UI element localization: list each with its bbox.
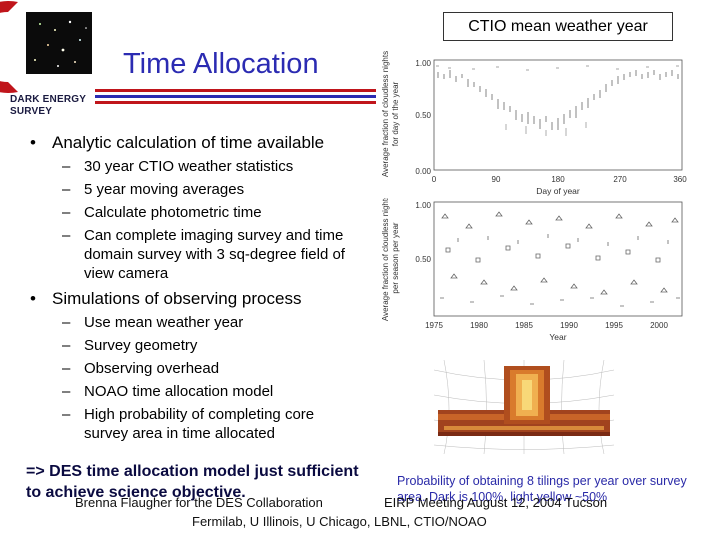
top-ytick: 0.00	[415, 167, 431, 176]
bottom-plot-frame	[433, 201, 683, 317]
top-xtick: 180	[551, 175, 565, 184]
logo-text-line1: DARK ENERGY	[10, 94, 87, 105]
caption-box: CTIO mean weather year	[443, 12, 673, 41]
top-ylabel-line1: Average fraction of cloudless nights	[381, 51, 390, 177]
bottom-xtick: 1995	[605, 321, 623, 330]
list-item-text: Can complete imaging survey and time dom…	[84, 227, 345, 282]
list-item: – Can complete imaging survey and time d…	[62, 226, 362, 283]
dash-marker: –	[62, 181, 71, 198]
list-item-text: High probability of completing core surv…	[84, 406, 315, 442]
list-item: – High probability of completing core su…	[62, 405, 362, 445]
bullet-dot: •	[30, 289, 36, 308]
list-item-text: Observing overhead	[84, 360, 220, 377]
dash-marker: –	[62, 204, 71, 221]
footer-author: Brenna Flaugher for the DES Collaboratio…	[75, 495, 323, 510]
list-item-text: 5 year moving averages	[84, 181, 245, 198]
probability-caption: Probability of obtaining 8 tilings per y…	[397, 474, 687, 504]
footer-institutions: Fermilab, U Illinois, U Chicago, LBNL, C…	[192, 514, 487, 529]
top-plot-points	[436, 65, 679, 136]
bottom-xtick: 2000	[650, 321, 668, 330]
bullet-analytic: • Analytic calculation of time available	[30, 133, 360, 155]
bottom-ylabel-line1: Average fraction of cloudless nights	[381, 198, 390, 321]
list-item-text: NOAO time allocation model	[84, 383, 274, 400]
top-xtick: 360	[673, 175, 687, 184]
list-item: – 30 year CTIO weather statistics	[62, 157, 362, 176]
top-ytick: 1.00	[415, 59, 431, 68]
list-item: – Calculate photometric time	[62, 203, 362, 222]
top-xtick: 270	[613, 175, 627, 184]
dash-marker: –	[62, 337, 71, 354]
yearly-weather-plot: Average fraction of cloudless nights per…	[376, 198, 706, 344]
list-item: – Observing overhead	[62, 359, 362, 378]
bottom-plot-points	[440, 211, 680, 307]
footer-event: EIRP Meeting August 12, 2004 Tucson	[384, 495, 608, 510]
list-item-text: Calculate photometric time	[84, 204, 262, 221]
dash-marker: –	[62, 314, 71, 331]
list-item: – Use mean weather year	[62, 313, 362, 332]
bullet-simulations: • Simulations of observing process	[30, 289, 360, 311]
list-item: – Survey geometry	[62, 336, 362, 355]
title-rule-red	[95, 89, 380, 92]
top-ylabel-line2: for day of the year	[391, 81, 400, 146]
tiling-probability-map	[424, 350, 624, 458]
dash-marker: –	[62, 383, 71, 400]
bullet-text: Analytic calculation of time available	[52, 133, 325, 152]
top-xlabel: Day of year	[536, 186, 580, 196]
top-plot-frame	[433, 59, 683, 171]
dash-marker: –	[62, 158, 71, 175]
bottom-xtick: 1980	[470, 321, 488, 330]
daily-weather-plot: Average fraction of cloudless nights for…	[376, 44, 706, 200]
top-xtick: 90	[492, 175, 501, 184]
logo-text-line2: SURVEY	[10, 106, 53, 117]
title-rule-blue-1	[95, 95, 380, 98]
bottom-xtick: 1985	[515, 321, 533, 330]
bottom-ylabel-line2: per season per year	[391, 222, 400, 293]
dash-marker: –	[62, 360, 71, 377]
dash-marker: –	[62, 227, 71, 244]
des-logo-graphic	[0, 1, 92, 93]
list-item: – NOAO time allocation model	[62, 382, 362, 401]
bullet-dot: •	[30, 133, 36, 152]
list-item: – 5 year moving averages	[62, 180, 362, 199]
dash-marker: –	[62, 406, 71, 423]
bottom-xlabel: Year	[549, 332, 566, 342]
bottom-ytick: 1.00	[415, 201, 431, 210]
list-item-text: Survey geometry	[84, 337, 198, 354]
list-item-text: Use mean weather year	[84, 314, 244, 331]
bullet-text: Simulations of observing process	[52, 289, 302, 308]
conclusion-statement: => DES time allocation model just suffic…	[26, 463, 359, 501]
top-xtick: 0	[432, 175, 437, 184]
top-ytick: 0.50	[415, 111, 431, 120]
bottom-ytick: 0.50	[415, 255, 431, 264]
list-item-text: 30 year CTIO weather statistics	[84, 158, 294, 175]
bottom-xtick: 1990	[560, 321, 578, 330]
des-logo: DARK ENERGY SURVEY	[0, 0, 100, 125]
bottom-xtick: 1975	[425, 321, 443, 330]
title-rule-red-2	[95, 101, 380, 104]
page-title: Time Allocation	[123, 48, 319, 80]
